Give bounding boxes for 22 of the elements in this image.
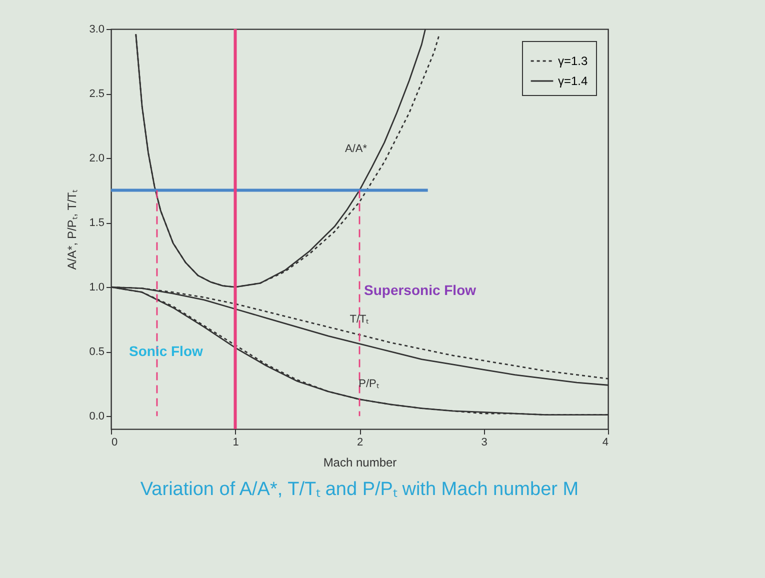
- y-axis-title: A/A*, P/Pₜ, T/Tₜ: [65, 189, 80, 270]
- x-tick-label: 2: [356, 436, 364, 448]
- y-tick-label: 3.0: [89, 24, 104, 36]
- annotation: Supersonic Flow: [364, 282, 476, 298]
- y-tick-label: 0.0: [89, 410, 104, 423]
- y-tick-label: 0.5: [89, 346, 104, 358]
- annotation: P/Pₜ: [358, 378, 380, 390]
- text: Variation of A/A*, T/Tₜ and P/Pₜ with Mach number M: [140, 479, 579, 500]
- y-tick-label: 1.0: [89, 282, 104, 294]
- y-tick-label: 2.5: [89, 88, 104, 100]
- x-axis-title: Mach number: [323, 456, 397, 470]
- y-tick-label: 2.0: [89, 152, 104, 165]
- x-tick-label: 0: [112, 436, 118, 448]
- legend-label: γ=1.3: [558, 54, 588, 68]
- y-tick-label: 1.5: [89, 217, 104, 230]
- annotation: T/Tₜ: [350, 313, 370, 326]
- legend-label: γ=1.4: [558, 74, 588, 88]
- x-tick-label: 3: [481, 436, 488, 448]
- annotation: Sonic Flow: [129, 343, 203, 359]
- x-tick-label: 4: [602, 436, 608, 448]
- annotation: A/A*: [344, 143, 368, 155]
- x-tick-label: 1: [232, 436, 239, 448]
